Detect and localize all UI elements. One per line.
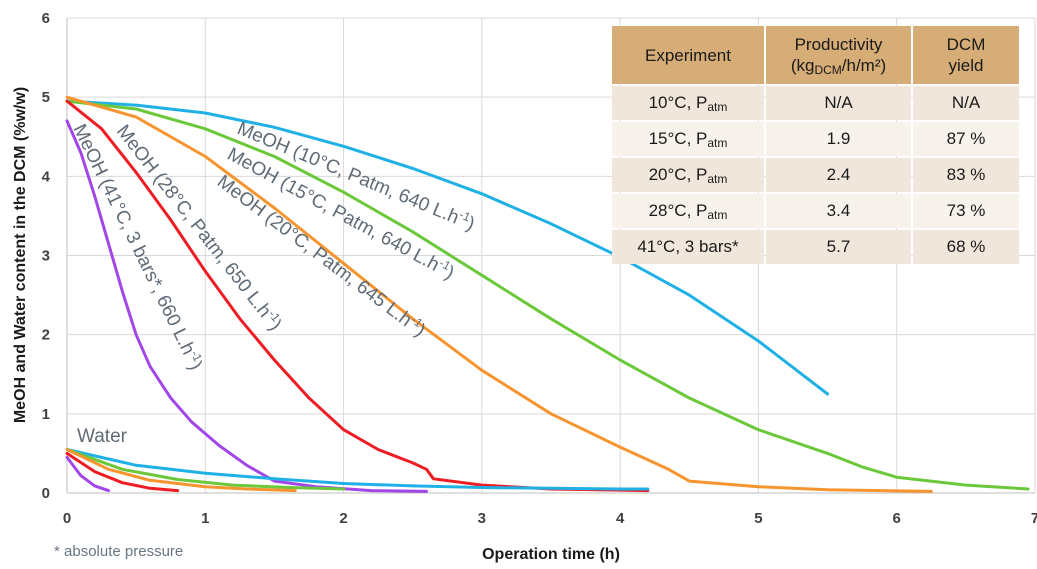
cell-productivity: N/A xyxy=(766,86,911,120)
y-tick-label: 5 xyxy=(42,89,50,106)
header-experiment: Experiment xyxy=(612,26,764,84)
cell-experiment: 10°C, Patm xyxy=(612,86,764,120)
header-productivity: Productivity (kgDCM/h/m²) xyxy=(766,26,911,84)
series-line xyxy=(65,99,830,396)
table-row: 15°C, Patm 1.9 87 % xyxy=(612,122,1019,156)
cell-productivity: 3.4 xyxy=(766,194,911,228)
series-line xyxy=(65,99,650,493)
series-line xyxy=(65,448,297,493)
y-tick-label: 6 xyxy=(42,10,50,27)
cell-yield: N/A xyxy=(913,86,1019,120)
cell-productivity: 5.7 xyxy=(766,230,911,264)
table-row: 41°C, 3 bars* 5.7 68 % xyxy=(612,230,1019,264)
y-tick-label: 4 xyxy=(42,168,51,185)
x-tick-label: 6 xyxy=(893,510,901,527)
y-axis-title: MeOH and Water content in the DCM (%w/w) xyxy=(12,87,29,423)
footnote: * absolute pressure xyxy=(54,543,183,560)
x-tick-label: 0 xyxy=(63,510,71,527)
tick-labels: 0 1 2 3 4 5 6 7 0 1 2 3 4 5 6 xyxy=(42,10,1037,527)
cell-experiment: 41°C, 3 bars* xyxy=(612,230,764,264)
series-line xyxy=(65,455,110,493)
header-dcm-yield: DCM yield xyxy=(913,26,1019,84)
cell-yield: 83 % xyxy=(913,158,1019,192)
x-axis-title: Operation time (h) xyxy=(482,546,620,563)
cell-experiment: 28°C, Patm xyxy=(612,194,764,228)
y-tick-label: 3 xyxy=(42,248,50,265)
series-line xyxy=(65,448,346,491)
table-header-row: Experiment Productivity (kgDCM/h/m²) DCM y… xyxy=(612,26,1019,84)
cell-experiment: 20°C, Patm xyxy=(612,158,764,192)
y-tick-label: 2 xyxy=(42,327,50,344)
x-tick-label: 2 xyxy=(339,510,347,527)
x-tick-label: 7 xyxy=(1031,510,1037,527)
cell-yield: 87 % xyxy=(913,122,1019,156)
cell-productivity: 2.4 xyxy=(766,158,911,192)
y-tick-label: 0 xyxy=(42,485,50,502)
series-line xyxy=(65,99,1030,491)
cell-experiment: 15°C, Patm xyxy=(612,122,764,156)
cell-yield: 68 % xyxy=(913,230,1019,264)
cell-yield: 73 % xyxy=(913,194,1019,228)
x-tick-label: 4 xyxy=(616,510,625,527)
x-tick-label: 3 xyxy=(478,510,486,527)
series-line xyxy=(65,448,650,491)
series-line xyxy=(65,451,180,493)
label-water: Water xyxy=(77,426,128,447)
table-row: 10°C, Patm N/A N/A xyxy=(612,86,1019,120)
series-line xyxy=(65,119,428,493)
y-tick-label: 1 xyxy=(42,406,50,423)
results-table: Experiment Productivity (kgDCM/h/m²) DCM y… xyxy=(610,24,1021,266)
x-tick-label: 1 xyxy=(201,510,209,527)
x-tick-label: 5 xyxy=(754,510,762,527)
series-line xyxy=(65,95,933,493)
series-layer xyxy=(65,95,1030,493)
cell-productivity: 1.9 xyxy=(766,122,911,156)
table-row: 28°C, Patm 3.4 73 % xyxy=(612,194,1019,228)
table-row: 20°C, Patm 2.4 83 % xyxy=(612,158,1019,192)
